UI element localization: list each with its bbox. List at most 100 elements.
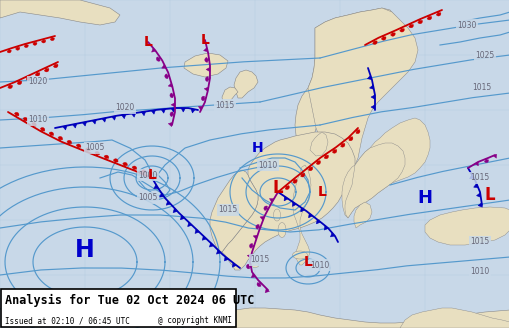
Polygon shape [366,75,371,80]
Polygon shape [82,122,87,126]
Text: 1030: 1030 [457,20,476,30]
Polygon shape [308,213,312,218]
Polygon shape [75,144,81,149]
Polygon shape [168,83,172,87]
Polygon shape [232,263,236,267]
Polygon shape [338,142,344,147]
Text: L: L [143,35,152,49]
Polygon shape [424,207,509,245]
Polygon shape [309,132,327,156]
Polygon shape [322,154,328,159]
Polygon shape [347,135,352,141]
Polygon shape [293,165,310,265]
Polygon shape [41,39,46,43]
Polygon shape [354,128,359,133]
Text: @ copyright KNMI: @ copyright KNMI [158,316,232,325]
Text: 1005: 1005 [138,194,157,202]
Polygon shape [344,143,404,218]
Polygon shape [43,67,49,72]
Polygon shape [260,216,264,220]
Polygon shape [210,170,258,252]
Polygon shape [168,122,172,127]
Polygon shape [39,128,45,133]
Text: 1015: 1015 [218,206,237,215]
Polygon shape [284,184,289,190]
Polygon shape [35,71,40,76]
Polygon shape [50,36,54,41]
Polygon shape [102,118,106,122]
Polygon shape [221,87,238,110]
Polygon shape [205,57,209,62]
Polygon shape [84,148,90,153]
Polygon shape [33,41,37,45]
Polygon shape [370,105,374,109]
Text: 1015: 1015 [471,84,491,92]
Polygon shape [31,122,36,128]
Polygon shape [475,193,480,197]
Text: H: H [251,141,263,155]
Text: L: L [484,186,494,204]
Text: Issued at 02:10 / 06:45 UTC: Issued at 02:10 / 06:45 UTC [5,316,130,325]
Polygon shape [171,103,175,107]
Polygon shape [257,281,262,287]
Text: 1010: 1010 [310,260,329,270]
Text: 1020: 1020 [29,77,47,87]
Polygon shape [299,172,304,177]
Text: L: L [200,33,209,47]
Polygon shape [203,48,208,52]
Polygon shape [407,23,413,28]
Polygon shape [92,120,96,124]
Ellipse shape [248,79,255,85]
Polygon shape [205,77,210,82]
Polygon shape [389,31,394,36]
Polygon shape [131,166,136,171]
Polygon shape [204,87,208,92]
Polygon shape [140,170,146,175]
Polygon shape [141,112,146,116]
Text: 1020: 1020 [115,104,134,113]
Polygon shape [15,46,20,50]
Polygon shape [181,108,185,112]
Polygon shape [111,116,116,120]
Ellipse shape [273,209,280,221]
Text: L: L [147,168,156,182]
Text: 1015: 1015 [469,237,489,247]
Polygon shape [151,110,155,114]
Ellipse shape [292,251,307,259]
Text: Analysis for Tue 02 Oct 2024 06 UTC: Analysis for Tue 02 Oct 2024 06 UTC [5,294,254,307]
Polygon shape [234,70,258,98]
Polygon shape [307,8,417,178]
Polygon shape [156,56,161,61]
Polygon shape [249,244,254,249]
Polygon shape [398,27,404,32]
FancyBboxPatch shape [1,289,236,327]
Polygon shape [94,152,99,156]
Polygon shape [121,114,126,119]
Polygon shape [284,196,288,201]
Polygon shape [171,108,175,112]
Text: H: H [75,238,95,262]
Ellipse shape [250,262,259,268]
Polygon shape [25,75,31,80]
Polygon shape [353,202,371,228]
Polygon shape [63,126,67,130]
Polygon shape [0,0,120,25]
Polygon shape [166,201,171,205]
Polygon shape [72,124,77,128]
Polygon shape [169,92,175,98]
Polygon shape [161,64,166,68]
Text: 1010: 1010 [469,268,489,277]
Polygon shape [416,19,421,24]
Polygon shape [122,162,127,168]
Polygon shape [300,207,304,212]
Polygon shape [164,73,169,79]
Polygon shape [224,256,228,261]
Text: L: L [303,255,312,269]
Polygon shape [247,254,251,258]
Polygon shape [330,233,334,237]
Polygon shape [315,159,320,164]
Text: 1010: 1010 [29,115,47,125]
Polygon shape [324,226,328,230]
Polygon shape [153,185,158,189]
Text: 1015: 1015 [469,174,489,182]
